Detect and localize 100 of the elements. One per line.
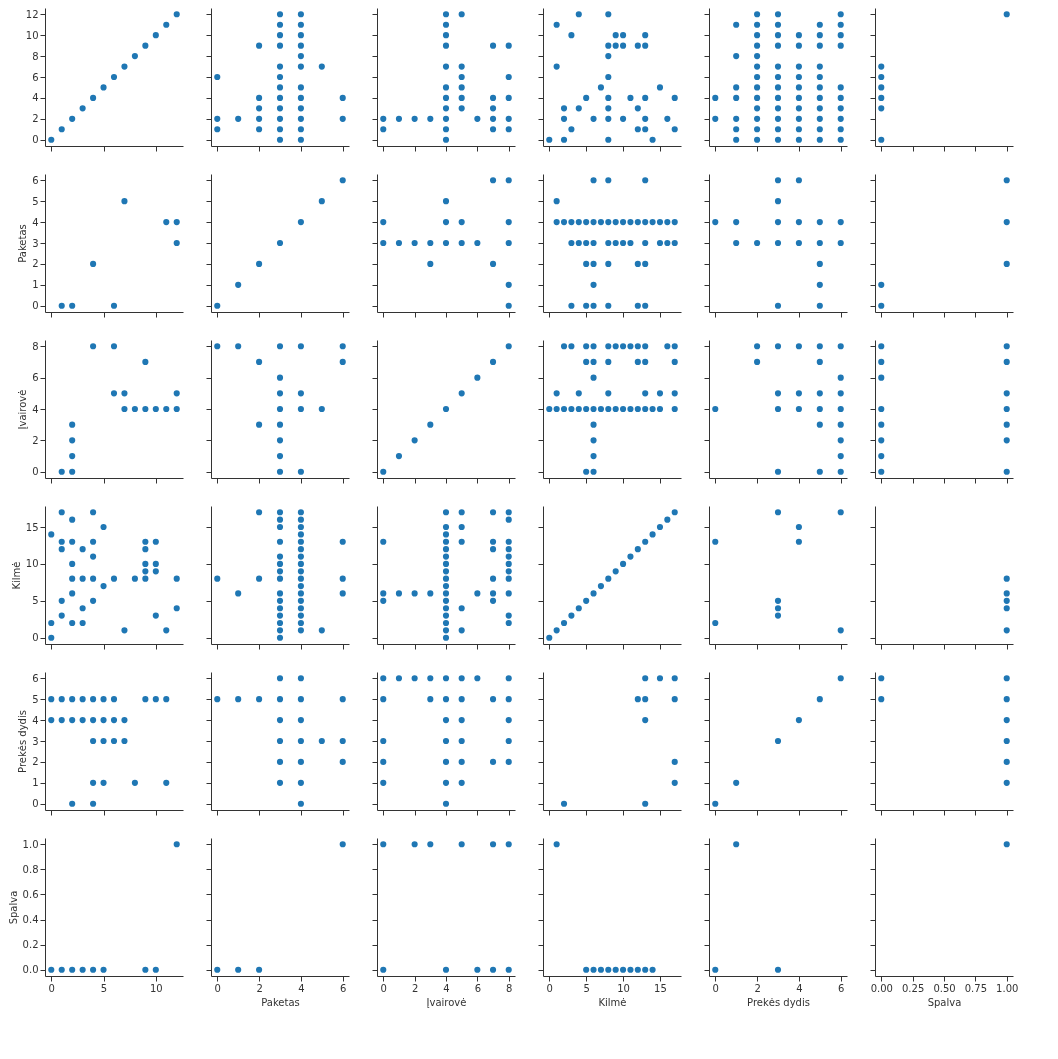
point [774, 612, 782, 619]
point [774, 177, 782, 184]
point [605, 73, 612, 81]
point [597, 582, 605, 590]
point [380, 675, 387, 682]
point [297, 568, 304, 575]
point [627, 405, 634, 413]
point [339, 343, 346, 350]
point [276, 568, 284, 575]
point [612, 239, 619, 247]
y-tick-label: 0 [32, 134, 39, 146]
point [568, 126, 575, 133]
point [489, 105, 497, 112]
point [837, 437, 844, 444]
point [100, 717, 107, 724]
point [458, 779, 465, 786]
point [380, 219, 387, 226]
point [152, 568, 159, 575]
point [121, 737, 128, 745]
point [131, 779, 138, 786]
point [297, 619, 304, 627]
x-tick-label: 0.25 [902, 982, 925, 994]
point [380, 779, 387, 786]
point [474, 239, 481, 247]
point [442, 136, 450, 143]
point [474, 374, 481, 381]
point [395, 115, 403, 122]
point [297, 343, 304, 350]
x-tick-label: 0.00 [870, 982, 893, 994]
point [427, 675, 434, 682]
point [297, 523, 304, 531]
point [256, 105, 263, 112]
point [656, 675, 664, 682]
point [590, 281, 597, 288]
point [411, 239, 418, 247]
point [1003, 421, 1010, 428]
point [121, 198, 128, 205]
point [837, 452, 844, 460]
x-tick-label: 15 [654, 982, 667, 994]
y-tick-label: 8 [32, 50, 39, 62]
point [568, 405, 575, 413]
point [590, 343, 597, 350]
point [553, 405, 560, 413]
point [121, 717, 128, 724]
point [69, 115, 76, 122]
point [297, 560, 304, 568]
point [142, 560, 149, 568]
point [816, 219, 823, 226]
point [458, 73, 465, 81]
point [380, 538, 387, 545]
point [605, 219, 612, 226]
point [339, 737, 346, 745]
point [69, 575, 76, 582]
point [712, 800, 719, 807]
point [754, 239, 761, 247]
point [590, 468, 597, 475]
point [214, 575, 221, 582]
y-tick-label: 0 [32, 300, 39, 312]
point [442, 115, 450, 122]
point [837, 627, 844, 634]
point [642, 343, 649, 350]
point [505, 737, 512, 745]
point [90, 779, 97, 786]
x-tick-label: 6 [838, 982, 845, 994]
point [560, 136, 568, 143]
point [90, 94, 97, 101]
point [1003, 737, 1010, 745]
point [642, 358, 649, 366]
point [276, 374, 284, 381]
point [48, 717, 55, 724]
point [58, 468, 65, 475]
point [878, 358, 885, 366]
point [649, 219, 656, 226]
point [1003, 717, 1010, 724]
point [505, 239, 512, 247]
point [110, 717, 118, 724]
point [442, 84, 450, 91]
point [69, 516, 76, 523]
point [671, 219, 678, 226]
point [214, 696, 221, 703]
point [79, 575, 86, 582]
point [612, 42, 619, 49]
point [774, 198, 782, 205]
point [297, 11, 304, 18]
point [489, 509, 497, 516]
point [276, 560, 284, 568]
point [69, 468, 76, 475]
point [173, 405, 180, 413]
point [458, 94, 465, 101]
point [583, 239, 590, 247]
point [458, 390, 465, 397]
point [634, 126, 641, 133]
point [79, 717, 86, 724]
point [583, 302, 590, 309]
point [442, 553, 450, 560]
y-tick-label: 0.8 [22, 863, 39, 875]
point [276, 597, 284, 604]
point [458, 538, 465, 545]
point [58, 546, 65, 553]
point [505, 568, 512, 575]
